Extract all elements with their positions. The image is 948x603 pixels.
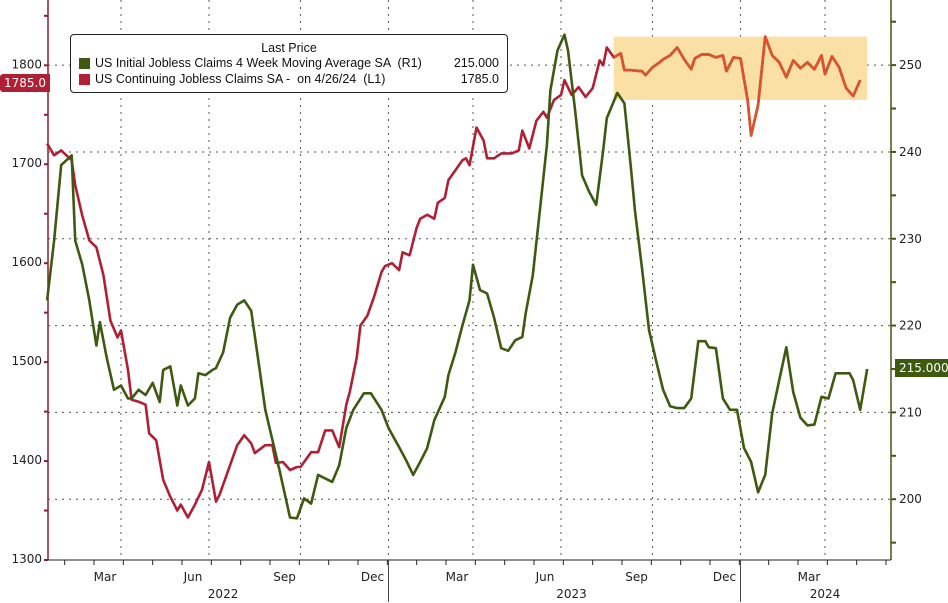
right-last-value-tag: 215.000 [895,359,948,377]
legend-label: US Initial Jobless Claims 4 Week Moving … [95,56,422,70]
left-axis-tick-label: 1300 [11,552,42,566]
x-axis-month-label: Dec [361,570,384,584]
left-axis-tick-label: 1600 [11,255,42,269]
legend-value: 215.000 [453,56,499,70]
x-axis-month-label: Sep [625,570,648,584]
right-axis-tick-label: 250 [899,58,922,72]
series-line-highlighted-segment [613,35,862,137]
x-axis-month-label: Mar [446,570,469,584]
legend-value: 1785.0 [460,72,499,86]
series-line-initial-claims [45,33,869,520]
left-last-value-tag: 1785.0 [0,74,50,92]
legend: Last Price US Initial Jobless Claims 4 W… [70,34,508,93]
x-axis-month-label: Sep [273,570,296,584]
right-axis-tick-label: 210 [899,405,922,419]
x-axis-month-label: Mar [798,570,821,584]
x-axis-year-label: 2022 [208,587,239,601]
x-axis-month-label: Jun [183,570,203,584]
left-axis-tick-label: 1400 [11,453,42,467]
gridlines [48,0,891,560]
left-axis-tick-label: 1800 [11,57,42,71]
series-line-continuing-claims [45,35,862,519]
legend-label: US Continuing Jobless Claims SA - on 4/2… [95,72,386,86]
x-axis-month-label: Dec [713,570,736,584]
legend-entry-continuing-claims: US Continuing Jobless Claims SA - on 4/2… [79,71,499,87]
axes: 1300 1400 1500 1600 1700 1800 200 210 220 230 240 2… [11,0,922,602]
right-axis-tick-label: 230 [899,232,922,246]
legend-entry-initial-claims: US Initial Jobless Claims 4 Week Moving … [79,55,499,71]
x-axis-year-label: 2024 [810,587,841,601]
legend-title: Last Price [261,41,317,55]
right-axis-tick-label: 200 [899,492,922,506]
series-lines [45,33,869,520]
legend-swatch-green [79,57,90,69]
x-axis-year-label: 2023 [556,587,587,601]
left-axis-tick-label: 1500 [11,354,42,368]
x-axis-month-label: Mar [94,570,117,584]
x-axis-month-label: Jun [535,570,555,584]
legend-swatch-red [79,73,90,85]
right-axis-tick-label: 220 [899,319,922,333]
right-axis-tick-label: 240 [899,145,922,159]
left-axis-tick-label: 1700 [11,156,42,170]
